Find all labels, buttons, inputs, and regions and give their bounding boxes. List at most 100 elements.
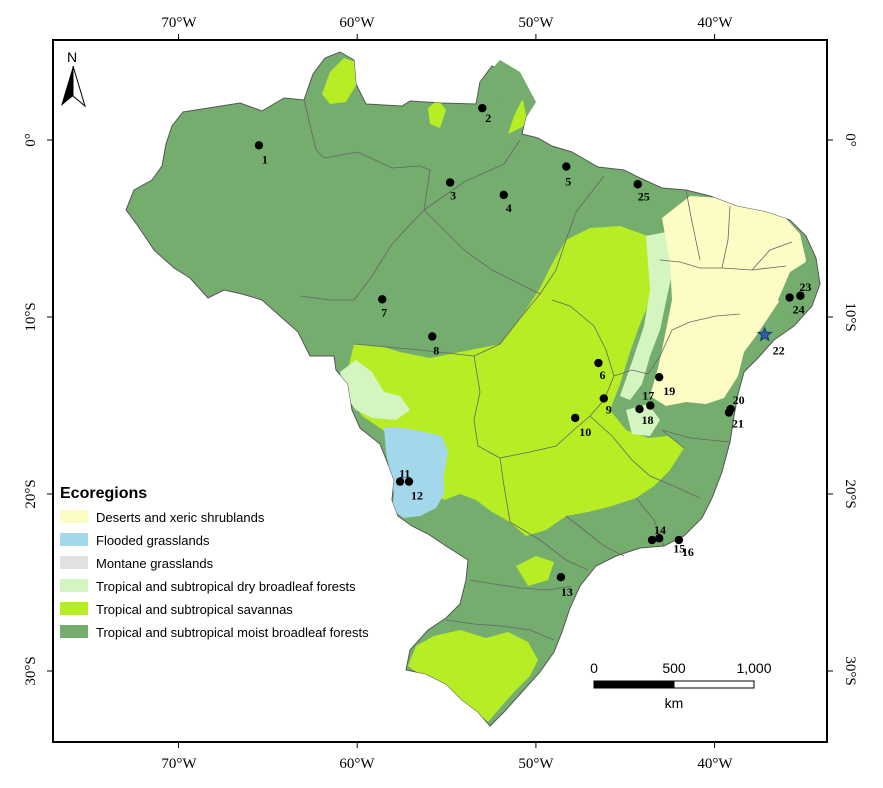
bottom-label-70w: 70°W — [161, 756, 197, 772]
legend-swatch-savanna — [60, 602, 88, 615]
site-marker: 14 — [647, 523, 666, 545]
legend-item: Tropical and subtropical savannas — [60, 602, 293, 617]
legend-swatch-moist — [60, 625, 88, 638]
site-dot — [445, 178, 455, 187]
site-marker: 3 — [445, 178, 456, 202]
site-dot — [655, 534, 664, 543]
scale-tick-500: 500 — [662, 660, 686, 676]
site-marker: 16 — [674, 535, 694, 559]
scale-unit: km — [665, 695, 684, 711]
top-label-70w: 70°W — [161, 15, 197, 31]
legend-item: Montane grasslands — [60, 556, 214, 571]
legend-item: Tropical and subtropical dry broadleaf f… — [60, 579, 356, 594]
state-boundaries — [299, 99, 793, 641]
site-label: 23 — [799, 280, 811, 294]
legend-label-dry: Tropical and subtropical dry broadleaf f… — [96, 579, 356, 594]
site-marker: 21 — [724, 408, 744, 431]
site-label: 9 — [606, 402, 612, 416]
site-dot — [378, 295, 387, 304]
savanna-south-patch — [516, 556, 554, 586]
site-dot — [674, 535, 684, 545]
site-label: 13 — [561, 585, 573, 599]
bottom-axis-labels: 70°W 60°W 50°W 40°W — [161, 756, 733, 772]
legend-item: Flooded grasslands — [60, 533, 210, 548]
site-label: 24 — [793, 303, 805, 317]
dry-forest-east — [620, 232, 676, 400]
legend-label-montane: Montane grasslands — [96, 556, 214, 571]
dry-forest-bahia — [626, 404, 660, 436]
site-marker: 15 — [655, 534, 685, 555]
axis-ticks — [47, 34, 833, 748]
site-dot — [254, 141, 264, 150]
site-label: 3 — [450, 188, 456, 202]
legend-swatch-dry — [60, 579, 88, 592]
right-label-10s: 10°S — [842, 302, 858, 331]
site-marker: 19 — [655, 372, 675, 398]
legend-swatch-montane — [60, 556, 88, 569]
site-dot — [562, 162, 571, 171]
savanna-roraima — [322, 58, 358, 104]
site-dot — [647, 535, 657, 545]
north-arrow-label: N — [67, 49, 77, 65]
site-label: 10 — [579, 425, 591, 439]
site-marker: 2 — [478, 103, 491, 125]
top-axis-labels: 70°W 60°W 50°W 40°W — [161, 15, 733, 31]
site-marker: 17 — [642, 389, 655, 410]
site-dot — [796, 291, 805, 300]
scale-bar-white — [673, 680, 755, 689]
legend-label-flooded: Flooded grasslands — [96, 533, 210, 548]
site-marker: 4 — [499, 190, 512, 215]
scale-bar: 0 500 1,000 km — [590, 660, 772, 711]
north-arrow: N — [61, 49, 86, 108]
legend-swatch-desert — [60, 510, 88, 523]
site-dot — [556, 572, 566, 582]
site-marker: 24 — [785, 293, 805, 317]
site-dot — [571, 413, 580, 423]
flooded-pantanal — [384, 428, 448, 518]
site-label: 20 — [733, 393, 745, 407]
site-marker: 12 — [404, 477, 423, 503]
site-marker: 9 — [599, 394, 612, 416]
scale-bar-black — [593, 680, 675, 689]
site-marker: 23 — [796, 280, 811, 300]
savanna-tapajos — [428, 100, 446, 128]
site-label: 19 — [663, 384, 675, 398]
site-marker: 8 — [428, 332, 439, 357]
legend-item: Tropical and subtropical moist broadleaf… — [60, 625, 369, 640]
site-label: 4 — [506, 201, 512, 215]
site-marker: 10 — [571, 413, 591, 439]
scale-tick-0: 0 — [590, 660, 598, 676]
legend-title: Ecoregions — [60, 485, 147, 502]
site-label: 11 — [399, 467, 410, 481]
legend-swatch-flooded — [60, 533, 88, 546]
site-dot — [724, 408, 734, 417]
site-marker: 13 — [556, 572, 573, 599]
right-label-0: 0° — [842, 133, 858, 147]
site-dot — [599, 394, 609, 403]
left-label-30s: 30°S — [23, 656, 39, 685]
site-label: 1 — [262, 152, 268, 166]
site-dot — [785, 293, 794, 302]
site-label: 17 — [642, 389, 654, 403]
legend-item: Deserts and xeric shrublands — [60, 510, 265, 525]
site-label: 5 — [565, 175, 571, 189]
site-dot — [428, 332, 437, 341]
site-marker: 18 — [635, 404, 654, 427]
savanna-amapa — [508, 100, 528, 134]
site-dot — [404, 477, 414, 486]
site-label: 18 — [642, 413, 654, 427]
dry-forest-west — [340, 360, 410, 420]
savanna-south — [408, 630, 538, 722]
right-label-20s: 20°S — [842, 479, 858, 508]
site-label: 16 — [682, 545, 694, 559]
top-label-40w: 40°W — [697, 15, 733, 31]
site-label: 6 — [599, 368, 605, 382]
star-site-label: 22 — [773, 344, 785, 358]
site-dot — [635, 404, 644, 414]
right-label-30s: 30°S — [842, 656, 858, 685]
legend-label-desert: Deserts and xeric shrublands — [96, 510, 265, 525]
bottom-label-60w: 60°W — [339, 756, 375, 772]
legend: Ecoregions Deserts and xeric shrublands … — [60, 485, 369, 640]
